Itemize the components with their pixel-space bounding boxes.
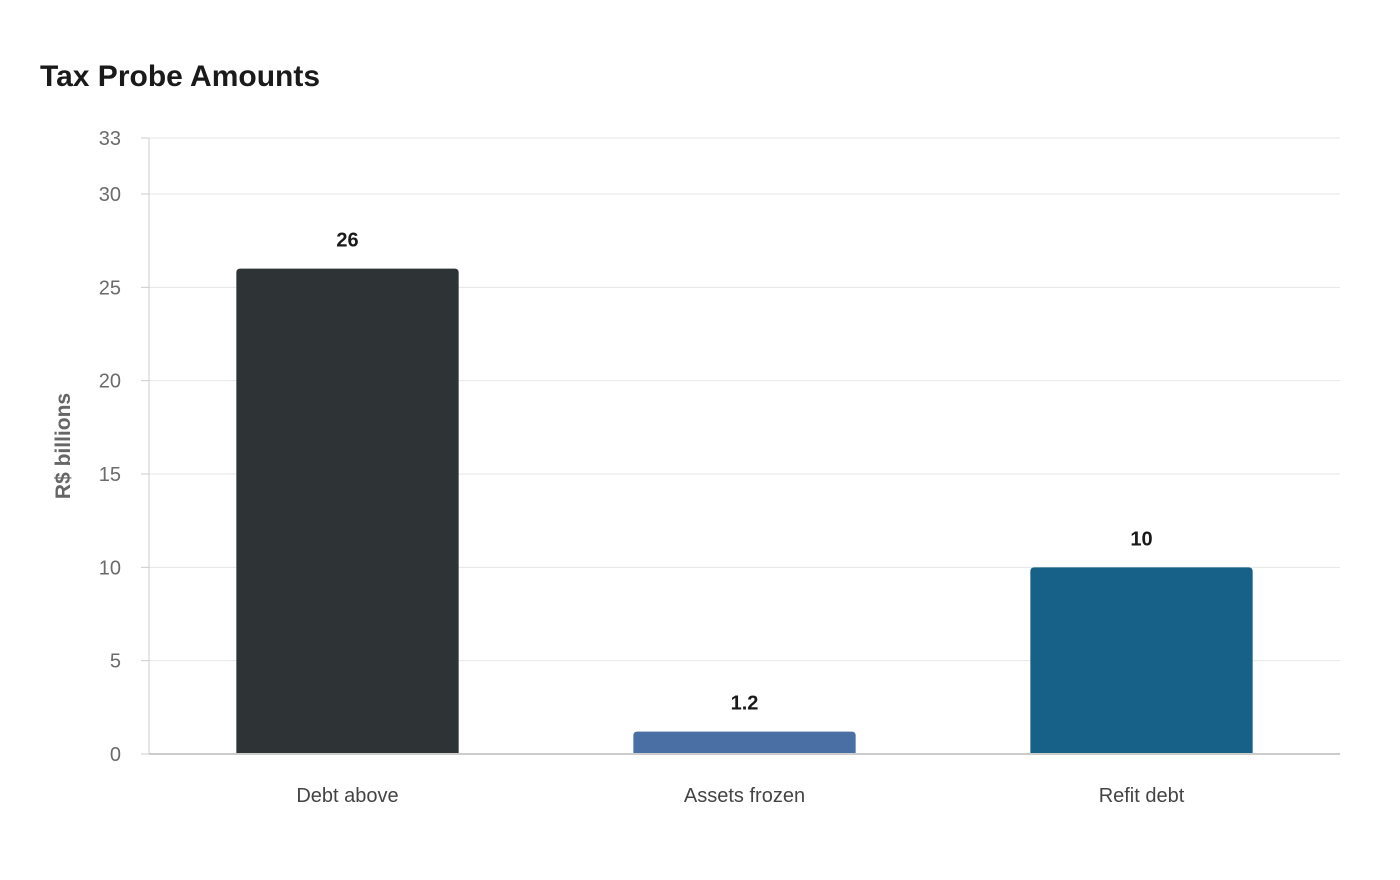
y-tick-label: 20 (99, 371, 121, 393)
y-axis-ticks: 0 5 10 15 20 25 30 33 (99, 128, 149, 766)
x-category-label: Refit debt (1099, 785, 1185, 807)
x-axis-categories: Debt above Assets frozen Refit debt (296, 785, 1184, 807)
x-category-label: Assets frozen (684, 785, 805, 807)
value-label: 10 (1130, 528, 1152, 550)
bar-assets-frozen (633, 731, 856, 754)
y-tick-label: 5 (110, 651, 121, 673)
value-label: 26 (336, 230, 358, 252)
y-axis-title: R$ billions (52, 393, 75, 499)
y-tick-label: 33 (99, 128, 121, 150)
y-tick-label: 15 (99, 464, 121, 486)
chart-title: Tax Probe Amounts (40, 60, 321, 93)
y-tick-label: 30 (99, 184, 121, 206)
y-tick-label: 10 (99, 557, 121, 579)
bar-refit-debt (1030, 567, 1253, 754)
bar-debt-above (236, 268, 459, 754)
x-category-label: Debt above (296, 785, 398, 807)
value-label: 1.2 (731, 693, 759, 715)
bars (236, 268, 1253, 754)
y-tick-label: 25 (99, 277, 121, 299)
value-labels: 26 1.2 10 (336, 230, 1152, 715)
y-tick-label: 0 (110, 744, 121, 766)
